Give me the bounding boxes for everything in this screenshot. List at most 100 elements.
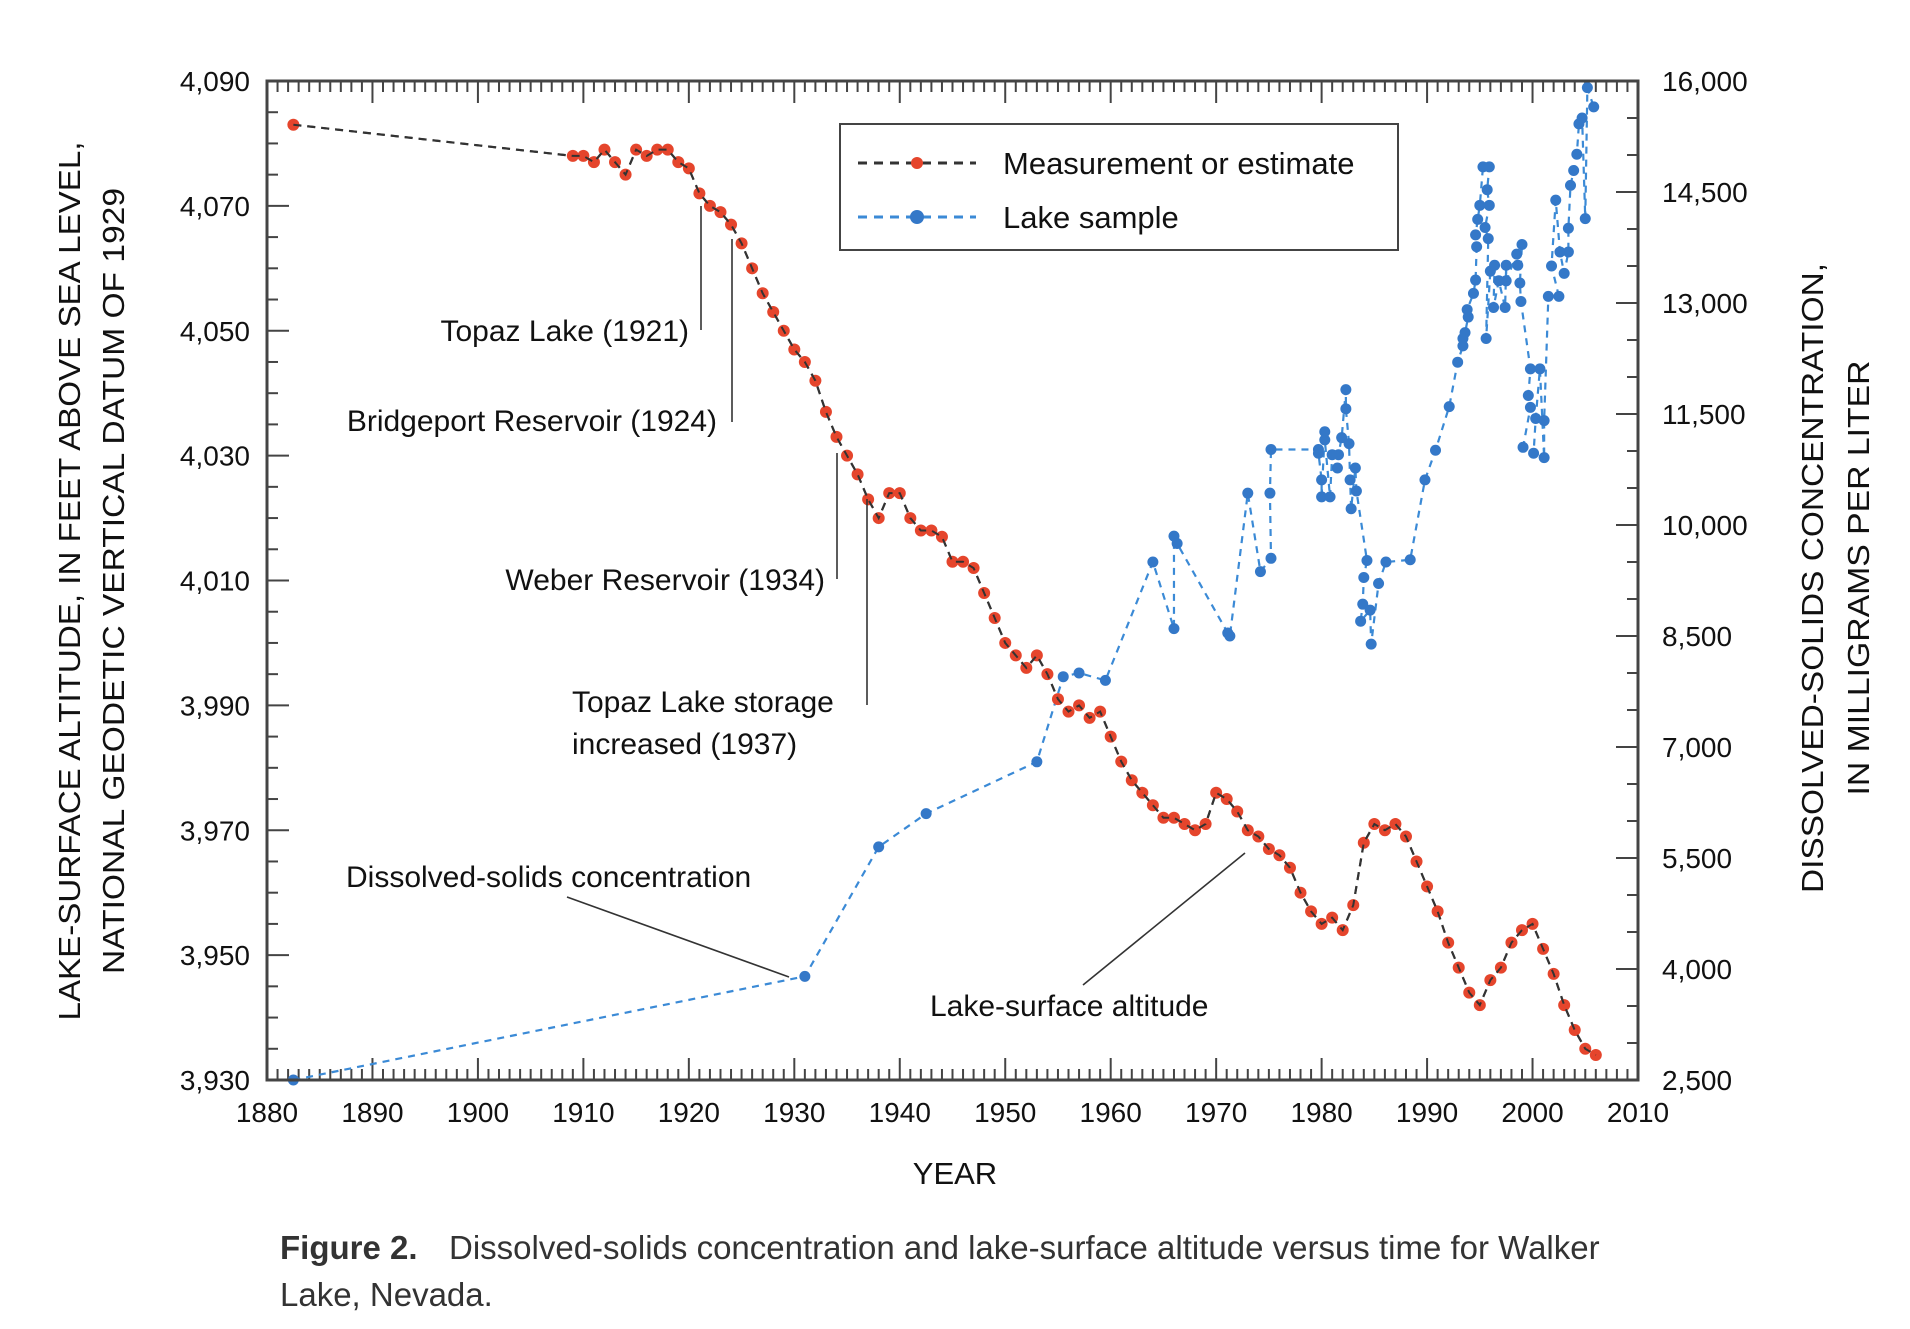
measurement-point — [693, 187, 706, 200]
lake-sample-point — [1480, 333, 1492, 345]
annotation-topaz-storage-2: increased (1937) — [572, 728, 797, 761]
y-right-title-line1: DISSOLVED-SOLIDS CONCENTRATION, — [1795, 263, 1830, 893]
lake-sample-series — [287, 82, 1600, 1086]
legend: Measurement or estimate Lake sample — [839, 123, 1399, 251]
lake-sample-point — [1542, 290, 1554, 302]
measurement-point — [767, 306, 780, 319]
lake-sample-point — [1489, 259, 1501, 271]
lake-sample-point — [1254, 566, 1266, 578]
lake-sample-point — [1534, 363, 1546, 375]
measurement-point — [1558, 999, 1571, 1012]
lake-sample-point — [1499, 301, 1511, 313]
lake-sample-point — [1482, 233, 1494, 245]
y-right-tick-label: 2,500 — [1662, 1065, 1732, 1096]
y-left-tick-label: 3,990 — [180, 690, 250, 721]
lake-sample-point — [1171, 538, 1183, 549]
measurement-point — [819, 405, 832, 418]
caption-line-2: Lake, Nevada. — [280, 1276, 493, 1313]
lake-sample-point — [1319, 426, 1331, 438]
measurement-point — [1357, 836, 1370, 849]
annotation-lake-surface: Lake-surface altitude — [930, 990, 1209, 1023]
x-tick-label: 1880 — [236, 1097, 298, 1128]
measurement-point — [851, 468, 864, 481]
lake-sample-point — [1522, 390, 1534, 401]
y-left-title-line2: NATIONAL GEODETIC VERTICAL DATUM OF 1929 — [96, 188, 131, 974]
lake-sample-point — [1264, 487, 1276, 499]
lake-sample-point — [1316, 491, 1328, 503]
measurement-point — [1568, 1024, 1581, 1037]
lake-sample-point — [1345, 503, 1357, 515]
lake-sample-point — [1373, 577, 1385, 589]
lake-sample-point — [1558, 267, 1570, 279]
lake-sample-point — [1380, 556, 1392, 568]
y-right-tick-label: 14,500 — [1662, 177, 1748, 208]
lake-sample-point — [1581, 82, 1593, 94]
lake-sample-point — [1350, 485, 1362, 497]
axis-ticks — [266, 80, 1639, 1081]
lake-sample-point — [1562, 222, 1574, 234]
lake-sample-point — [1524, 401, 1536, 413]
lake-sample-point — [1528, 447, 1540, 459]
y-left-tick-label: 4,010 — [180, 566, 250, 597]
y-right-tick-label: 16,000 — [1662, 66, 1748, 97]
leader-dissolved-solids — [566, 896, 790, 978]
lake-sample-point — [1340, 384, 1352, 396]
lake-sample-point — [1365, 638, 1377, 650]
lake-sample-point — [1483, 199, 1495, 211]
measurement-point — [714, 206, 727, 219]
caption-label: Figure 2. — [280, 1229, 418, 1266]
lake-sample-point — [1336, 432, 1348, 444]
lake-sample-point — [1265, 552, 1277, 564]
lake-sample-point — [1530, 412, 1542, 424]
measurement-point — [682, 162, 695, 175]
y-right-tick-label: 13,000 — [1662, 288, 1748, 319]
x-tick-label: 1900 — [447, 1097, 509, 1128]
y-right-tick-label: 4,000 — [1662, 954, 1732, 985]
measurement-point — [1431, 905, 1444, 918]
lake-sample-point — [1357, 598, 1369, 610]
measurement-point — [651, 143, 664, 156]
lake-sample-point — [1419, 474, 1431, 486]
x-tick-label: 1950 — [974, 1097, 1036, 1128]
y-right-tick-label: 8,500 — [1662, 621, 1732, 652]
annotations — [566, 206, 1246, 986]
lake-sample-point — [1571, 148, 1583, 160]
lake-sample-point — [1265, 444, 1277, 456]
x-tick-label: 1890 — [341, 1097, 403, 1128]
lake-sample-point — [1319, 434, 1331, 446]
legend-label-lake-sample: Lake sample — [1003, 200, 1179, 235]
measurement-series — [287, 118, 1602, 1062]
y-left-tick-label: 3,970 — [180, 815, 250, 846]
lake-sample-point — [1331, 462, 1343, 474]
lake-sample-point — [1470, 229, 1482, 241]
lake-sample-point — [1461, 304, 1473, 316]
lake-sample-point — [1511, 248, 1523, 260]
x-tick-label: 2010 — [1607, 1097, 1669, 1128]
lake-sample-point — [1324, 491, 1336, 503]
lake-sample-point — [1349, 462, 1361, 474]
lake-sample-point — [1488, 301, 1500, 313]
lake-sample-point — [1588, 101, 1600, 113]
lake-sample-point — [1057, 671, 1069, 683]
lake-sample-point — [1312, 447, 1324, 459]
lake-sample-point — [1344, 474, 1356, 486]
lake-sample-point — [1576, 112, 1588, 124]
x-tick-label: 1920 — [658, 1097, 720, 1128]
lake-sample-point — [1553, 290, 1565, 302]
y-left-title-line1: LAKE-SURFACE ALTITUDE, IN FEET ABOVE SEA… — [52, 142, 87, 1021]
y-left-tick-label: 3,950 — [180, 940, 250, 971]
lake-sample-point — [1361, 555, 1373, 567]
x-tick-label: 2000 — [1501, 1097, 1563, 1128]
legend-box — [839, 123, 1399, 251]
lake-sample-point — [1514, 277, 1526, 289]
y-right-tick-label: 11,500 — [1662, 399, 1746, 430]
lake-sample-point — [1524, 363, 1536, 375]
measurement-point — [1125, 774, 1138, 787]
y-right-tick-label: 7,000 — [1662, 732, 1732, 763]
annotation-dissolved-solids: Dissolved-solids concentration — [346, 861, 751, 894]
y-right-tick-label: 5,500 — [1662, 843, 1732, 874]
x-tick-label: 1970 — [1185, 1097, 1247, 1128]
lake-sample-point — [1516, 239, 1528, 251]
measurement-line-overlay — [293, 123, 1597, 1056]
lake-sample-point — [1481, 184, 1493, 196]
